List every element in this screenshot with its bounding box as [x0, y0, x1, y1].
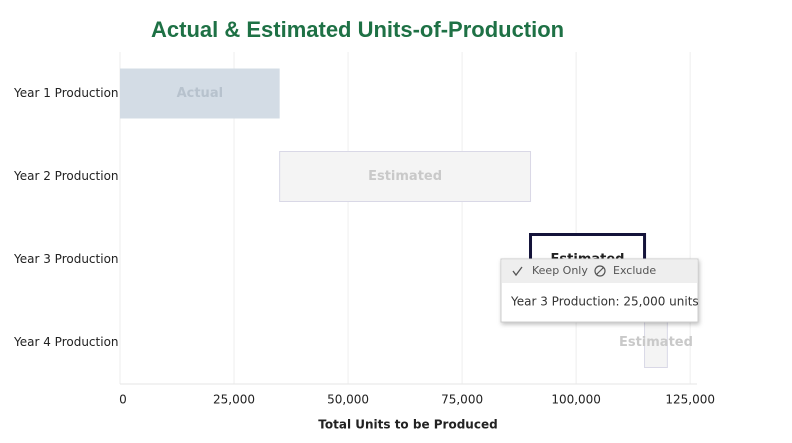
y-tick-label: Year 4 Production [13, 335, 119, 349]
x-tick-label: 25,000 [213, 393, 255, 407]
bar-label: Actual [177, 86, 223, 101]
y-tick-label: Year 1 Production [13, 86, 119, 100]
exclude-icon-slash[interactable] [596, 267, 604, 275]
x-axis-title: Total Units to be Produced [318, 418, 497, 432]
exclude[interactable]: Exclude [613, 264, 656, 277]
bar-label: Estimated [619, 335, 693, 350]
x-tick-label: 125,000 [665, 393, 715, 407]
bar [120, 68, 280, 119]
chart-title: Actual & Estimated Units-of-Production [151, 17, 564, 42]
x-tick-label: 100,000 [551, 393, 601, 407]
keep-only[interactable]: Keep Only [532, 264, 588, 277]
y-tick-label: Year 3 Production [13, 252, 119, 266]
y-tick-label: Year 2 Production [13, 169, 119, 183]
exclude-icon[interactable] [594, 265, 606, 277]
tooltip [500, 258, 699, 323]
check-icon[interactable] [512, 266, 523, 277]
x-tick-label: 75,000 [441, 393, 483, 407]
bar [279, 151, 532, 202]
bar-label: Estimated [368, 169, 442, 184]
x-tick-label: 0 [119, 393, 127, 407]
x-tick-label: 50,000 [327, 393, 369, 407]
tooltip-text: Year 3 Production: 25,000 units [510, 295, 699, 309]
